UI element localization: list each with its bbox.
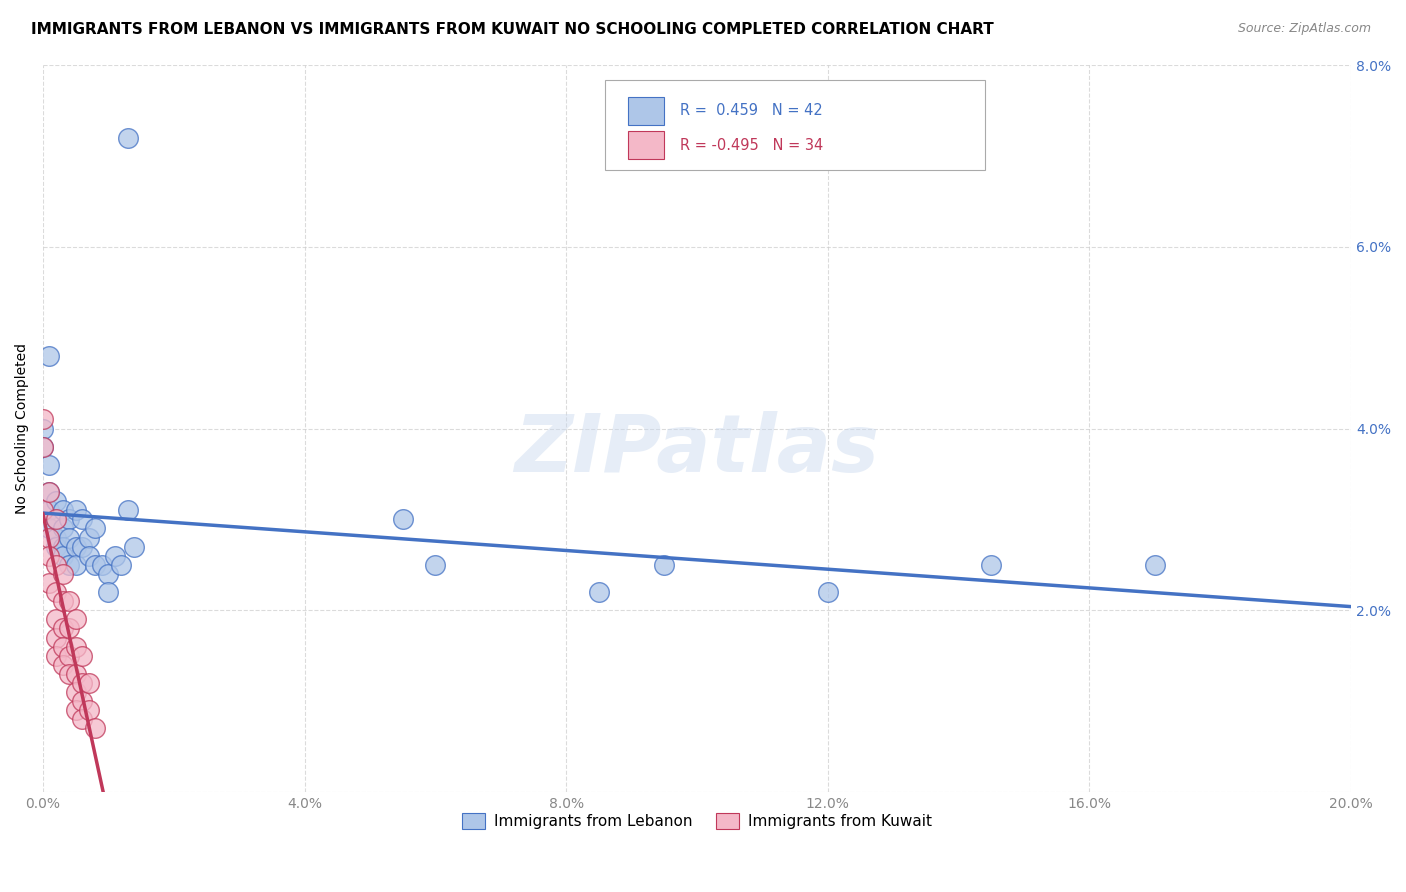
Point: [1143, 558, 1166, 572]
Legend: Immigrants from Lebanon, Immigrants from Kuwait: Immigrants from Lebanon, Immigrants from…: [456, 807, 938, 835]
Point: [51, 566, 73, 581]
Point: [38, 485, 60, 500]
Point: [65, 612, 87, 626]
Point: [77, 549, 100, 563]
Point: [588, 585, 610, 599]
Point: [32, 421, 55, 435]
Point: [58, 622, 80, 636]
Point: [45, 540, 67, 554]
Point: [980, 558, 1002, 572]
Text: R =  0.459   N = 42: R = 0.459 N = 42: [681, 103, 823, 119]
Point: [58, 594, 80, 608]
Point: [32, 412, 55, 426]
Point: [38, 531, 60, 545]
Point: [38, 485, 60, 500]
Point: [45, 512, 67, 526]
Point: [51, 540, 73, 554]
Bar: [627, 97, 664, 125]
Point: [70, 712, 93, 726]
Point: [425, 558, 447, 572]
Point: [38, 521, 60, 535]
Point: [45, 648, 67, 663]
Point: [84, 521, 107, 535]
Point: [51, 622, 73, 636]
Bar: [627, 131, 664, 159]
Text: Source: ZipAtlas.com: Source: ZipAtlas.com: [1237, 22, 1371, 36]
Point: [817, 585, 839, 599]
Point: [45, 512, 67, 526]
Point: [70, 694, 93, 708]
Point: [77, 531, 100, 545]
Text: ZIPatlas: ZIPatlas: [515, 411, 879, 490]
Point: [124, 540, 146, 554]
Point: [77, 703, 100, 717]
Point: [51, 657, 73, 672]
Point: [65, 666, 87, 681]
Point: [51, 503, 73, 517]
Point: [45, 531, 67, 545]
Point: [58, 648, 80, 663]
Point: [70, 512, 93, 526]
Point: [117, 130, 139, 145]
FancyBboxPatch shape: [606, 79, 984, 170]
Point: [38, 549, 60, 563]
Point: [38, 349, 60, 363]
Point: [65, 703, 87, 717]
Point: [58, 531, 80, 545]
Point: [45, 585, 67, 599]
Y-axis label: No Schooling Completed: No Schooling Completed: [15, 343, 30, 514]
Point: [51, 594, 73, 608]
Text: R = -0.495   N = 34: R = -0.495 N = 34: [681, 137, 823, 153]
Point: [51, 640, 73, 654]
Point: [38, 458, 60, 472]
Point: [38, 576, 60, 591]
Point: [45, 612, 67, 626]
Point: [32, 440, 55, 454]
Point: [65, 685, 87, 699]
Point: [652, 558, 675, 572]
Point: [104, 549, 127, 563]
Point: [90, 558, 112, 572]
Point: [58, 666, 80, 681]
Point: [70, 540, 93, 554]
Point: [32, 503, 55, 517]
Point: [58, 558, 80, 572]
Point: [38, 503, 60, 517]
Point: [117, 503, 139, 517]
Point: [110, 558, 132, 572]
Point: [77, 676, 100, 690]
Text: IMMIGRANTS FROM LEBANON VS IMMIGRANTS FROM KUWAIT NO SCHOOLING COMPLETED CORRELA: IMMIGRANTS FROM LEBANON VS IMMIGRANTS FR…: [31, 22, 994, 37]
Point: [45, 494, 67, 508]
Point: [32, 440, 55, 454]
Point: [45, 631, 67, 645]
Point: [58, 512, 80, 526]
Point: [51, 549, 73, 563]
Point: [65, 558, 87, 572]
Point: [84, 722, 107, 736]
Point: [65, 540, 87, 554]
Point: [391, 512, 413, 526]
Point: [65, 503, 87, 517]
Point: [97, 585, 120, 599]
Point: [70, 676, 93, 690]
Point: [84, 558, 107, 572]
Point: [51, 521, 73, 535]
Point: [70, 648, 93, 663]
Point: [65, 640, 87, 654]
Point: [97, 566, 120, 581]
Point: [45, 558, 67, 572]
